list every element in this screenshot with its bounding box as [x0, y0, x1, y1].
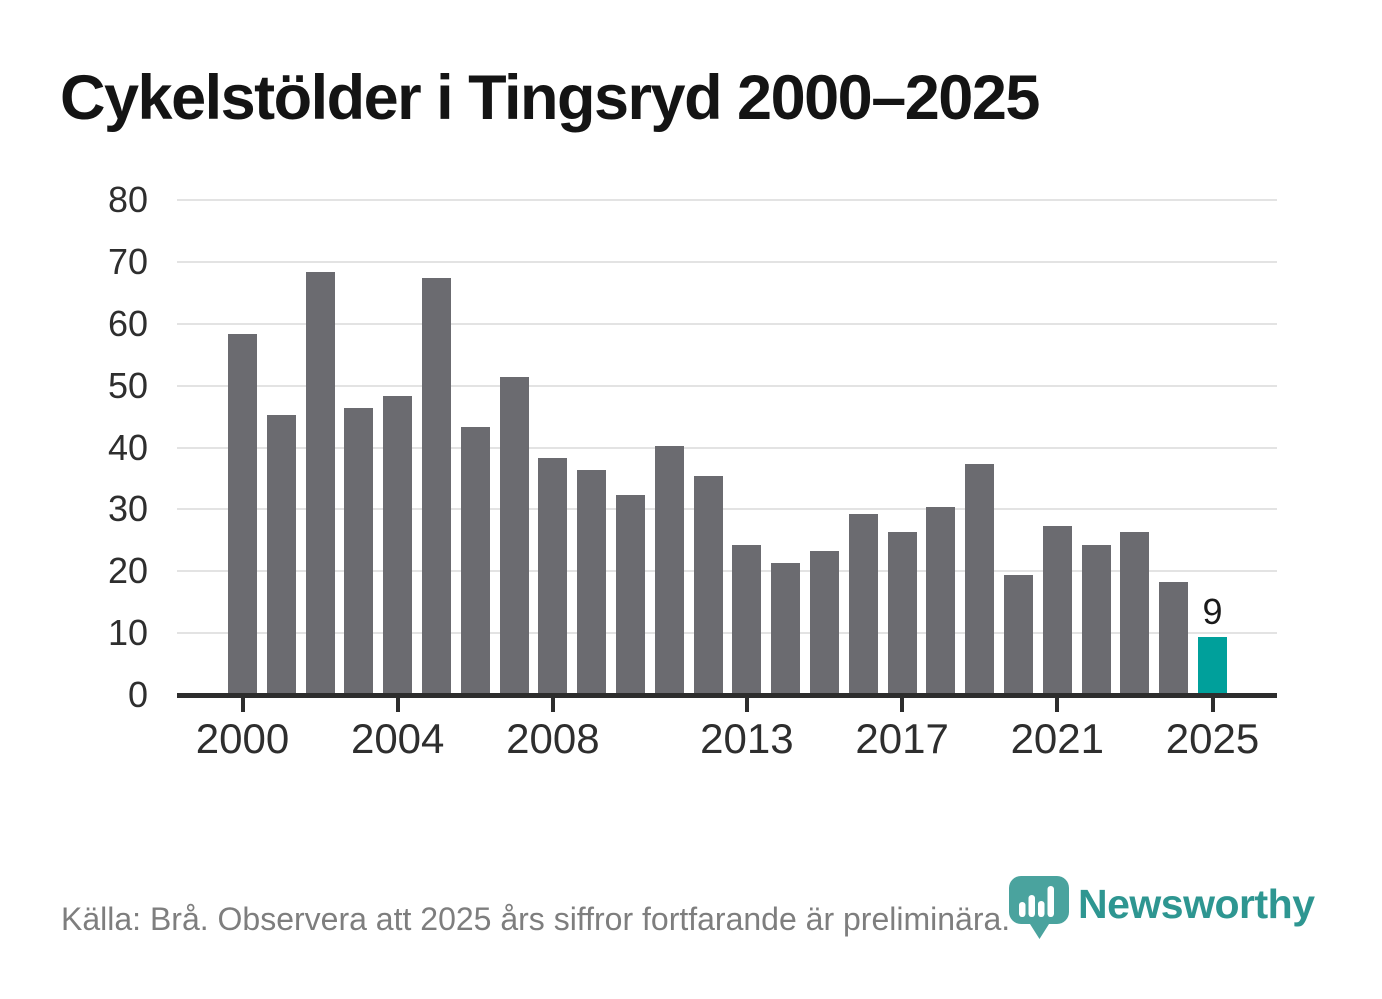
bar-2008[interactable] — [538, 457, 568, 693]
y-axis-label-50: 50 — [107, 364, 148, 406]
x-axis-tick-2004 — [395, 697, 400, 712]
gridline-y-40 — [177, 446, 1277, 449]
x-axis-tick-2017 — [900, 697, 905, 712]
x-axis-tick-2013 — [744, 697, 749, 712]
bar-2002[interactable] — [305, 272, 335, 693]
y-axis-label-30: 30 — [107, 488, 148, 530]
x-axis-tick-2008 — [550, 697, 555, 712]
bar-2019[interactable] — [965, 464, 995, 693]
x-axis-label-2000: 2000 — [195, 715, 290, 762]
bar-2000[interactable] — [228, 334, 257, 693]
source-note: Källa: Brå. Observera att 2025 års siffr… — [61, 901, 1011, 937]
gridline-y-50 — [177, 384, 1277, 387]
x-axis-tick-2000 — [240, 697, 245, 712]
bar-value-label-2025: 9 — [1202, 591, 1223, 633]
bar-2018[interactable] — [926, 507, 956, 693]
y-axis-label-0: 0 — [127, 674, 148, 715]
bar-2014[interactable] — [771, 563, 801, 693]
bar-2025[interactable] — [1198, 637, 1227, 693]
y-axis-label-40: 40 — [107, 426, 148, 468]
bar-2023[interactable] — [1120, 532, 1150, 693]
y-axis-label-80: 80 — [107, 179, 148, 220]
bar-2017[interactable] — [887, 532, 917, 693]
gridline-y-80 — [177, 199, 1277, 201]
y-axis-label-20: 20 — [107, 550, 148, 592]
bar-2012[interactable] — [693, 476, 723, 693]
bar-2024[interactable] — [1159, 581, 1189, 693]
bar-2004[interactable] — [383, 396, 413, 693]
bar-2016[interactable] — [848, 513, 878, 693]
newsworthy-logo[interactable]: Newsworthy — [1008, 875, 1328, 945]
bar-2022[interactable] — [1081, 544, 1111, 693]
chart-title: Cykelstölder i Tingsryd 2000–2025 — [60, 63, 1040, 133]
x-axis-label-2021: 2021 — [1010, 715, 1105, 762]
bar-2001[interactable] — [266, 414, 296, 693]
bar-2010[interactable] — [616, 495, 645, 693]
y-axis-label-60: 60 — [107, 302, 148, 344]
gridline-y-10 — [177, 632, 1277, 635]
bar-2011[interactable] — [654, 445, 684, 693]
x-axis-tick-2021 — [1055, 697, 1060, 712]
x-axis-label-2008: 2008 — [506, 715, 600, 762]
x-axis-label-2017: 2017 — [855, 715, 949, 762]
bar-2003[interactable] — [344, 408, 374, 693]
x-axis-label-2013: 2013 — [700, 715, 794, 762]
newsworthy-wordmark: Newsworthy — [1078, 881, 1315, 927]
bar-2020[interactable] — [1004, 575, 1033, 693]
newsworthy-pin-icon — [1009, 876, 1069, 939]
y-axis-label-70: 70 — [107, 240, 148, 282]
gridline-y-70 — [177, 260, 1277, 263]
y-axis-label-10: 10 — [107, 612, 148, 654]
bar-2015[interactable] — [810, 550, 839, 693]
plot-area — [177, 199, 1277, 698]
gridline-y-30 — [177, 508, 1277, 511]
x-axis-label-2025: 2025 — [1165, 715, 1260, 762]
x-axis-tick-2025 — [1210, 697, 1215, 712]
bar-2009[interactable] — [577, 470, 607, 693]
bar-2007[interactable] — [499, 377, 529, 693]
bar-2021[interactable] — [1042, 525, 1072, 693]
x-axis-line — [177, 693, 1277, 698]
bar-2005[interactable] — [422, 278, 451, 693]
gridline-y-20 — [177, 570, 1277, 573]
bar-2006[interactable] — [460, 426, 490, 693]
bar-2013[interactable] — [732, 544, 762, 693]
x-axis-label-2004: 2004 — [350, 715, 445, 762]
gridline-y-60 — [177, 322, 1277, 325]
